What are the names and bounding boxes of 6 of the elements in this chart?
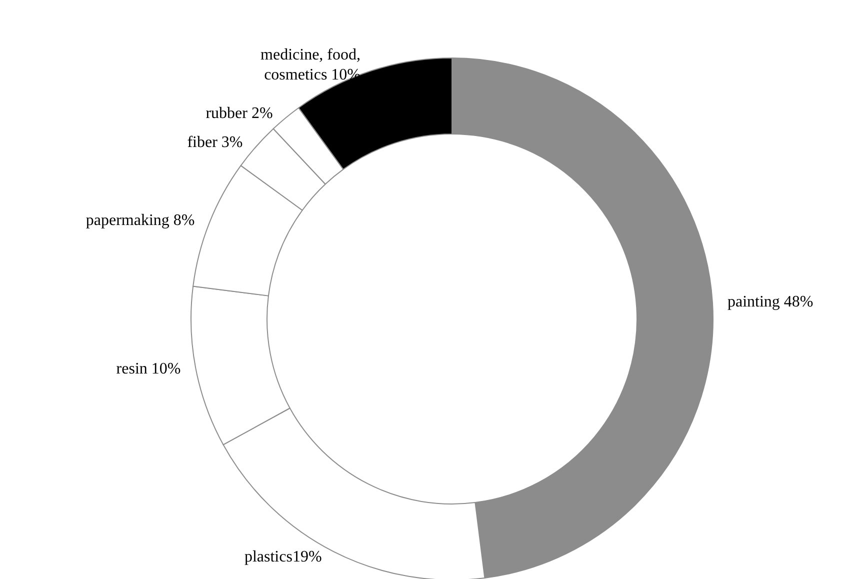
slice-label: fiber 3% [187,134,243,151]
slice-label: rubber 2% [206,104,273,122]
slice-label: resin 10% [116,360,181,378]
slice-label: painting 48% [727,294,814,311]
slice-label: papermaking 8% [86,212,195,230]
slice-label: plastics19% [244,548,322,566]
